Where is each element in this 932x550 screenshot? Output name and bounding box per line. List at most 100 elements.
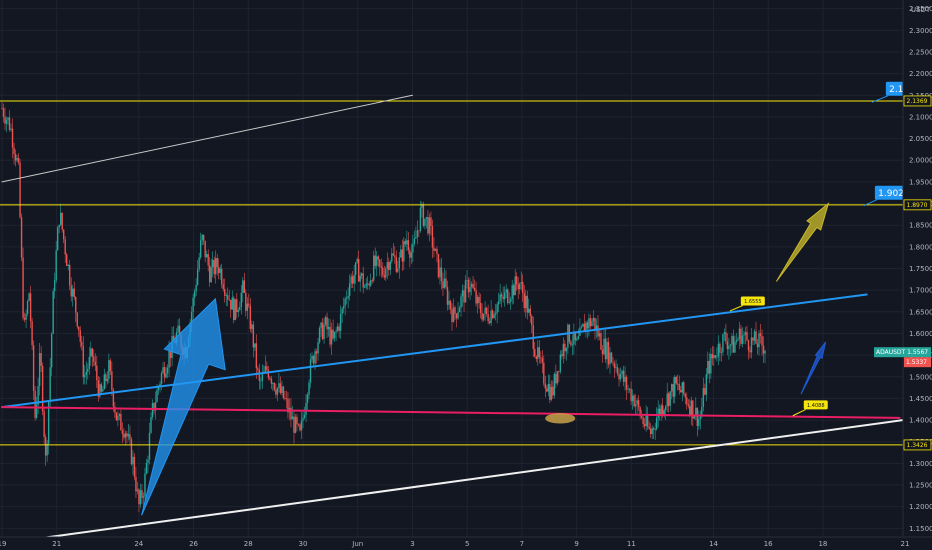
candle-body (681, 382, 683, 393)
time-tick-label[interactable]: 9 (574, 540, 578, 548)
candle-body (606, 341, 608, 360)
price-tick-label[interactable]: 2.1000 (909, 113, 932, 121)
price-tick-label[interactable]: 1.1500 (909, 525, 932, 533)
price-tick-label[interactable]: 2.0000 (909, 157, 932, 165)
candle-body (345, 298, 348, 299)
time-tick-label[interactable]: 30 (299, 540, 308, 548)
time-tick-label[interactable]: 5 (465, 540, 469, 548)
candle-body (534, 348, 536, 357)
candle-body (753, 331, 756, 341)
callout-box-channel-mark[interactable] (740, 296, 765, 306)
candle-body (79, 330, 81, 342)
candle-body (168, 351, 170, 368)
price-tick-label[interactable]: 1.3000 (909, 460, 932, 468)
price-tick-label[interactable]: 1.8500 (909, 222, 932, 230)
candle-body (284, 398, 286, 399)
candle-body (31, 321, 33, 346)
price-tick-label[interactable]: 1.6500 (909, 308, 932, 316)
price-tick-label[interactable]: 1.2500 (909, 482, 932, 490)
time-tick-label[interactable]: 19 (0, 540, 6, 548)
candle-body (273, 383, 276, 390)
price-tick-label[interactable]: 2.3500 (909, 5, 932, 13)
candle-body (451, 309, 453, 322)
time-tick-label[interactable]: 3 (410, 540, 414, 548)
candle-body (49, 367, 51, 401)
candle-body (586, 322, 589, 329)
time-tick-label[interactable]: 28 (244, 540, 253, 548)
trend-line-rising-base[interactable] (1, 416, 920, 545)
candle-body (609, 352, 611, 365)
candle-body (559, 354, 562, 372)
candle-body (612, 362, 614, 364)
candle-body (58, 224, 60, 228)
candle-body (690, 400, 692, 415)
price-tick-label[interactable]: 1.4000 (909, 417, 932, 425)
price-tick-label[interactable]: 1.7500 (909, 265, 932, 273)
time-axis-background (0, 537, 932, 550)
price-tick-label[interactable]: 1.8000 (909, 243, 932, 251)
candle-body (643, 424, 646, 427)
trend-line-upper-channel[interactable] (1, 293, 868, 409)
trend-lines[interactable] (1, 94, 920, 545)
arrows[interactable] (141, 202, 830, 516)
candle-body (321, 322, 324, 340)
time-tick-label[interactable]: 14 (709, 540, 718, 548)
time-tick-label[interactable]: 21 (901, 540, 910, 548)
time-tick-label[interactable]: 26 (189, 540, 198, 548)
horizontal-levels[interactable] (0, 100, 903, 446)
candle-body (525, 295, 527, 308)
price-tick-label[interactable]: 1.5000 (909, 373, 932, 381)
price-tick-label[interactable]: 1.7000 (909, 287, 932, 295)
candle-body (657, 408, 659, 418)
candle-body (646, 415, 649, 427)
time-axis-ticks[interactable]: 19 21 24 26 28 30 Jun 3 5 7 9 11 14 16 18 21 (0, 540, 909, 548)
price-tick-label[interactable]: 1.2000 (909, 503, 932, 511)
yellow-arrow[interactable] (775, 202, 830, 282)
price-tick-label[interactable]: 1.6000 (909, 330, 932, 338)
time-tick-label[interactable]: 7 (520, 540, 524, 548)
candle-body (701, 406, 703, 417)
candle-body (157, 386, 160, 390)
time-tick-label[interactable]: 18 (818, 540, 827, 548)
trend-line-horizontal-support[interactable] (1, 406, 901, 419)
price-tick-label[interactable]: 1.9500 (909, 178, 932, 186)
candle-body (117, 415, 119, 421)
time-tick-label[interactable]: 24 (134, 540, 143, 548)
candle-body (445, 278, 447, 288)
price-tick-label[interactable]: 2.0500 (909, 135, 932, 143)
candle-body (618, 373, 620, 380)
candle-body (19, 162, 21, 218)
price-tick-label[interactable]: 2.3000 (909, 27, 932, 35)
candle-body (440, 267, 443, 282)
candle-body (87, 368, 89, 372)
big-blue-arrow[interactable] (141, 297, 226, 516)
candle-body (43, 411, 45, 438)
small-blue-arrow[interactable] (800, 341, 827, 395)
candle-body (147, 459, 149, 464)
price-tick-label[interactable]: 1.4500 (909, 395, 932, 403)
candle-body (493, 314, 495, 318)
time-tick-label[interactable]: 21 (52, 540, 61, 548)
candle-body (28, 293, 30, 301)
candle-body (166, 367, 169, 374)
price-tick-label[interactable]: 2.2500 (909, 48, 932, 56)
time-tick-label[interactable]: 11 (627, 540, 636, 548)
time-tick-label[interactable]: 16 (764, 540, 773, 548)
candle-body (741, 335, 744, 344)
highlight-ellipse[interactable] (545, 413, 576, 424)
highlight-ellipse-group[interactable] (545, 413, 576, 424)
candle-body (428, 217, 431, 234)
trend-line-old-trend[interactable] (1, 94, 413, 183)
candle-body (461, 290, 464, 297)
candle-body (663, 410, 665, 415)
price-tag-label: 1.5337 (906, 359, 927, 366)
callout-box-support-mark[interactable] (803, 400, 828, 410)
price-tick-label[interactable]: 2.2000 (909, 70, 932, 78)
candle-body (254, 343, 256, 348)
candle-body (264, 366, 267, 372)
candle-body (17, 157, 20, 163)
candle-body (172, 336, 175, 342)
candle-body (452, 307, 455, 322)
time-tick-label[interactable]: Jun (351, 540, 363, 548)
